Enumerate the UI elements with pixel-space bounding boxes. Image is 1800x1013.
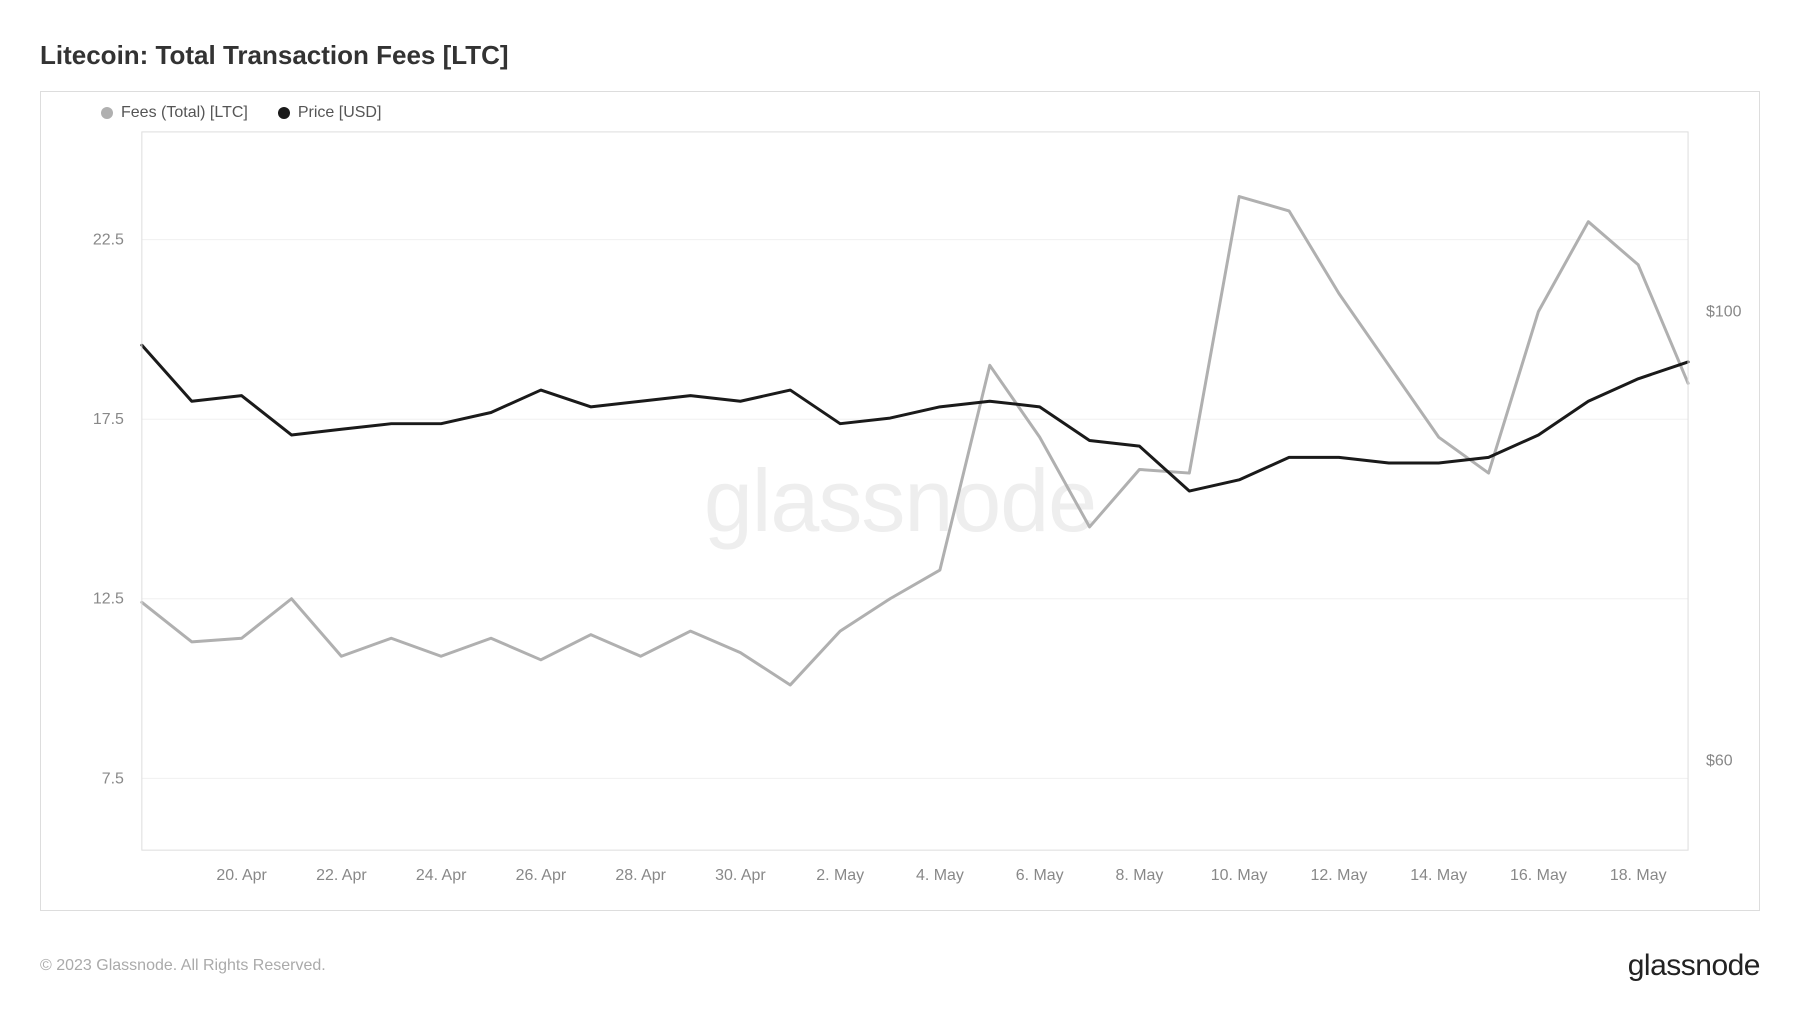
svg-text:10. May: 10. May [1211,867,1268,884]
svg-text:24. Apr: 24. Apr [416,867,467,884]
svg-text:20. Apr: 20. Apr [216,867,267,884]
svg-text:$100: $100 [1706,303,1742,320]
svg-text:12.5: 12.5 [93,591,124,608]
svg-text:22.5: 22.5 [93,232,124,249]
svg-text:26. Apr: 26. Apr [516,867,567,884]
svg-text:6. May: 6. May [1016,867,1064,884]
svg-text:30. Apr: 30. Apr [715,867,766,884]
svg-text:8. May: 8. May [1115,867,1163,884]
footer: © 2023 Glassnode. All Rights Reserved. g… [40,949,1760,983]
copyright-text: © 2023 Glassnode. All Rights Reserved. [40,957,326,975]
svg-text:17.5: 17.5 [93,411,124,428]
chart-container: Litecoin: Total Transaction Fees [LTC] F… [0,0,1800,1013]
svg-text:14. May: 14. May [1410,867,1467,884]
svg-text:7.5: 7.5 [102,770,124,787]
svg-text:2. May: 2. May [816,867,864,884]
chart-svg: 7.5 12.5 17.5 22.5 $60 $100 20. Apr 22. Apr 24. … [41,92,1759,910]
series-price-line [142,345,1688,491]
svg-text:4. May: 4. May [916,867,964,884]
chart-title: Litecoin: Total Transaction Fees [LTC] [40,40,1760,71]
svg-text:16. May: 16. May [1510,867,1567,884]
svg-text:22. Apr: 22. Apr [316,867,367,884]
series-fees-line [142,197,1688,685]
svg-text:$60: $60 [1706,752,1733,769]
chart-box: Fees (Total) [LTC] Price [USD] glassnode… [40,91,1760,911]
svg-text:12. May: 12. May [1311,867,1368,884]
brand-logo: glassnode [1628,949,1760,983]
svg-text:18. May: 18. May [1610,867,1667,884]
svg-text:28. Apr: 28. Apr [615,867,666,884]
